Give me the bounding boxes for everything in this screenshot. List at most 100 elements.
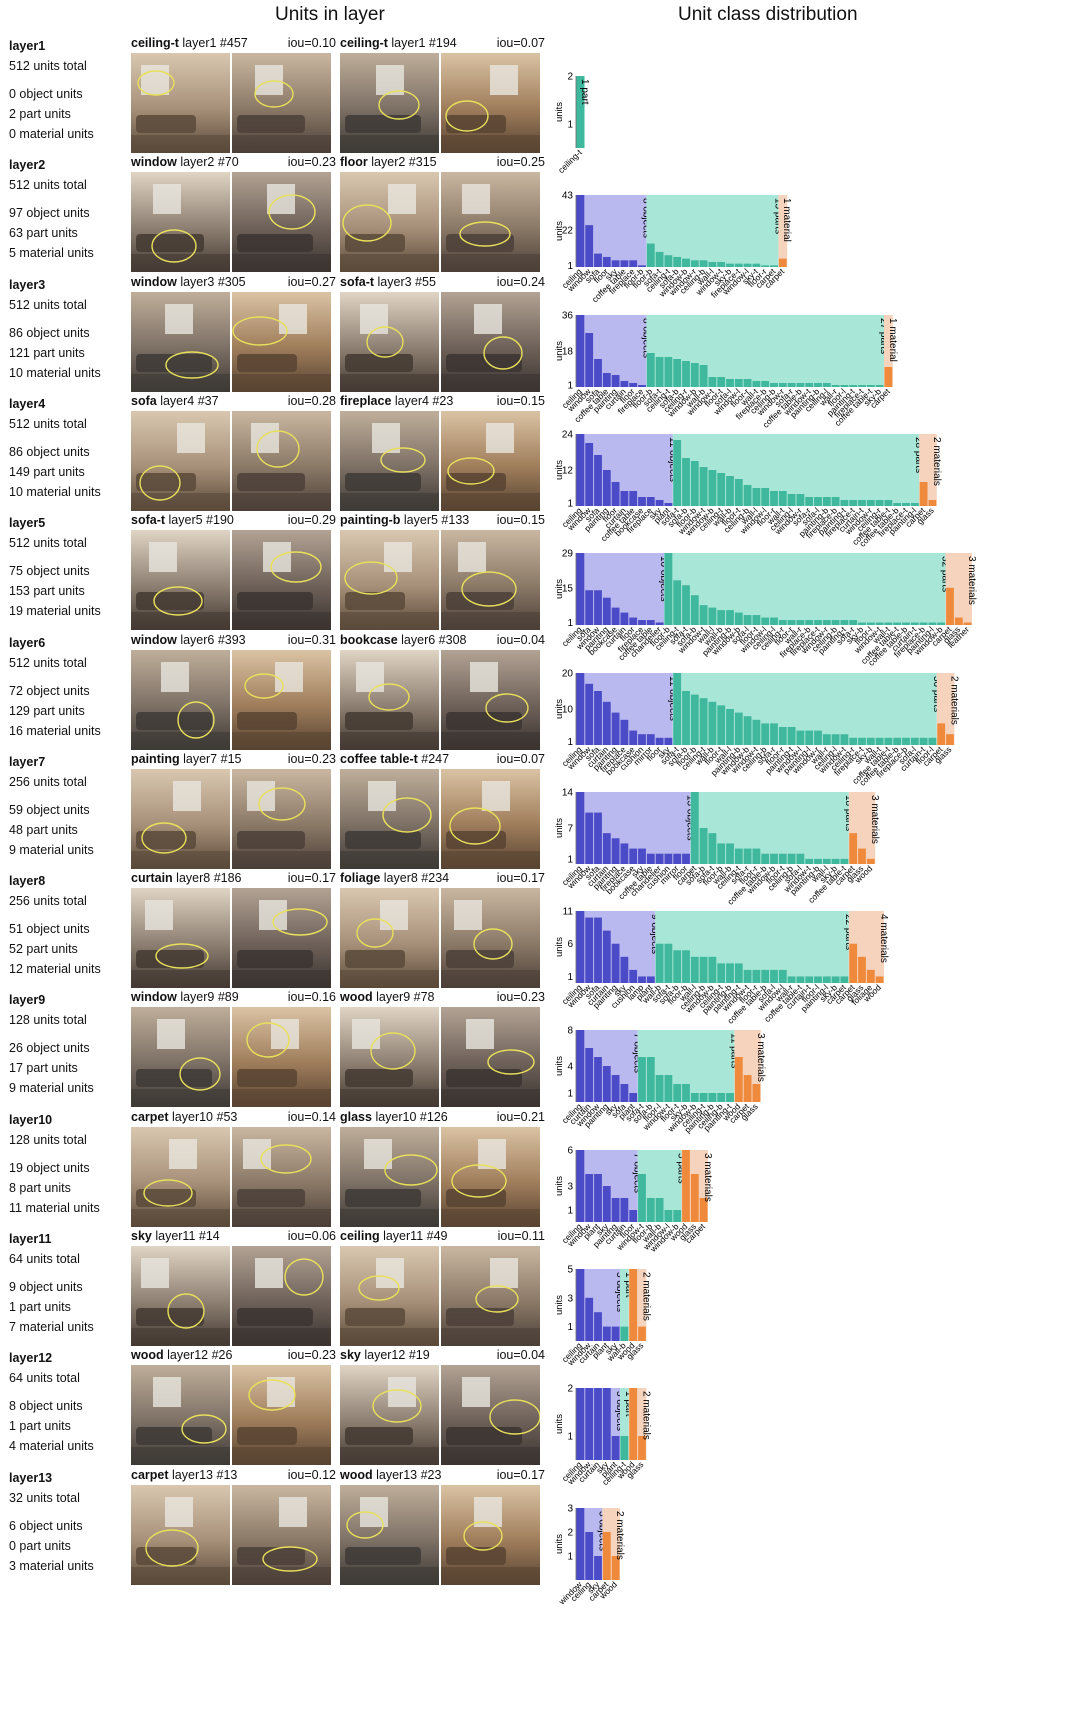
- bar-window: [585, 442, 594, 506]
- units-in-layer-heading: Units in layer: [275, 4, 385, 25]
- objects-group-label: 5 objects: [614, 1391, 625, 1431]
- layer-info: layer4 512 units total 86 object units 149 …: [9, 394, 101, 502]
- bar-wall-b: [726, 475, 734, 506]
- y-tick-label: 36: [562, 310, 574, 321]
- unit-caption: wood layer9 #78: [340, 990, 540, 1006]
- bar-curtain-t: [919, 737, 928, 745]
- bar-ceiling-t: [620, 1436, 629, 1461]
- bar-ceiling-b: [831, 620, 840, 626]
- bar-coffee table-t: [866, 384, 875, 387]
- unit-caption: sofa layer4 #37: [131, 394, 331, 410]
- bar-floor-r: [761, 265, 770, 268]
- bar-sky-t: [752, 263, 761, 268]
- y-tick-label: 24: [562, 429, 574, 440]
- y-tick-label: 20: [562, 668, 574, 679]
- y-axis-label: units: [554, 1175, 565, 1195]
- bar-curtain: [594, 1388, 602, 1461]
- concept-name: ceiling-t: [340, 36, 388, 50]
- bar-sofa-b: [699, 827, 708, 864]
- sofa-shape: [136, 234, 204, 253]
- unit-caption: sky layer11 #14: [131, 1229, 331, 1245]
- bar-ceiling: [576, 1149, 585, 1222]
- unit-sample: glass layer10 #126 iou=0.21: [340, 1110, 545, 1227]
- material-units-count: 10 material units: [9, 365, 101, 380]
- sample-images: [340, 1007, 540, 1108]
- object-units-count: 86 object units: [9, 444, 90, 459]
- y-tick-label: 2: [567, 1384, 573, 1395]
- y-tick-label: 2: [567, 1527, 573, 1538]
- unit-contour: [137, 70, 175, 96]
- bar-floor-b: [646, 243, 655, 268]
- unit-caption: floor layer2 #315: [340, 155, 540, 171]
- unit-class-chart: units1611ceilingwindowsofacurtainpaintin…: [554, 907, 889, 1026]
- parts-group-label: 5 parts: [676, 1153, 687, 1184]
- iou-value: iou=0.25: [496, 155, 545, 170]
- sofa-shape: [345, 353, 413, 372]
- bar-floor: [655, 737, 664, 745]
- bar-window-l: [796, 730, 805, 745]
- bar-glass: [858, 848, 866, 864]
- segmentation-image-1-1-b: [441, 172, 540, 273]
- iou-value: iou=0.23: [287, 751, 336, 766]
- sample-images: [131, 1007, 331, 1108]
- bar-sofa-b: [673, 358, 682, 387]
- sofa-shape: [136, 472, 196, 491]
- bar-painting-b: [726, 610, 734, 626]
- bar-floor-b: [664, 553, 673, 626]
- bar-glass: [858, 956, 866, 984]
- bar-window-b: [770, 853, 778, 864]
- bar-fireplace-t: [858, 737, 866, 745]
- floor-shape: [441, 612, 540, 631]
- objects-group-label: 11 objects: [667, 437, 678, 482]
- window-shape: [259, 900, 287, 931]
- window-shape: [177, 422, 205, 453]
- floor-shape: [340, 970, 439, 989]
- object-units-count: 9 object units: [9, 1280, 83, 1294]
- bar-sky: [638, 848, 646, 864]
- bar-window: [594, 1057, 602, 1103]
- window-shape: [478, 1138, 506, 1169]
- object-units-count: 75 object units: [9, 564, 90, 579]
- segmentation-image-4-1-a: [340, 530, 439, 631]
- window-shape: [490, 65, 518, 95]
- bar-painting-b: [822, 496, 831, 506]
- sample-images: [340, 172, 540, 273]
- bar-sofa-l: [796, 853, 805, 864]
- unit-contour: [483, 335, 523, 370]
- iou-value: iou=0.29: [287, 513, 336, 528]
- floor-shape: [232, 1208, 331, 1227]
- bar-wall-b: [655, 943, 664, 984]
- floor-shape: [441, 1447, 540, 1466]
- bar-wall-b: [717, 610, 726, 626]
- bar-sky-b: [831, 976, 840, 984]
- parts-group-label: 30 parts: [931, 676, 942, 712]
- bar-ceiling: [576, 1269, 585, 1341]
- floor-shape: [232, 492, 331, 511]
- spacer: [9, 1388, 94, 1396]
- iou-value: iou=0.21: [496, 1109, 545, 1124]
- segmentation-image-2-0-a: [131, 291, 230, 392]
- objects-group-label: 7 objects: [632, 1153, 643, 1193]
- unit-contour: [256, 430, 300, 468]
- bar-floor: [682, 853, 690, 864]
- sample-images: [340, 291, 540, 392]
- parts-group-label: 15 parts: [772, 198, 783, 234]
- unit-class-chart: units1714ceilingwindowsofacurtainpaintin…: [554, 787, 880, 906]
- unit-ref: layer6 #393: [180, 632, 246, 647]
- bar-bookcase: [629, 730, 638, 745]
- material-units-count: 9 material units: [9, 842, 94, 857]
- bar-fireplace-b: [919, 622, 928, 626]
- floor-shape: [131, 1328, 230, 1346]
- unit-contour: [473, 928, 513, 960]
- object-units-count: 59 object units: [9, 802, 90, 817]
- bar-sky: [611, 1075, 620, 1103]
- y-tick-label: 8: [567, 1026, 573, 1037]
- bar-plant: [629, 1093, 638, 1103]
- sofa-shape: [345, 1188, 421, 1207]
- bar-window: [585, 683, 594, 745]
- bar-sky: [611, 260, 620, 268]
- bar-carpet: [840, 976, 849, 984]
- objects-group-label: 3 objects: [596, 1511, 607, 1551]
- bar-painting-l: [910, 502, 919, 506]
- bar-floor-l: [840, 384, 849, 387]
